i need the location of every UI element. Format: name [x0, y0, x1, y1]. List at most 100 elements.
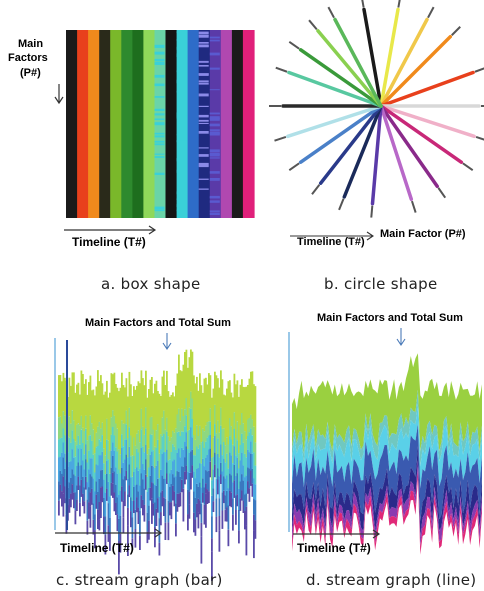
- stream-bar-segment: [214, 436, 216, 453]
- stream-bar-segment: [77, 476, 80, 490]
- factor-ray: [379, 34, 453, 108]
- stream-bar-segment: [190, 349, 192, 392]
- factor-tick: [198, 114, 209, 118]
- stream-bar-segment: [70, 493, 72, 508]
- stream-bar-segment: [223, 476, 225, 491]
- factor-tick: [176, 191, 187, 195]
- stream-bar-segment: [76, 424, 78, 446]
- factor-tick: [209, 117, 220, 121]
- stream-bar-segment: [211, 480, 213, 496]
- stream-bar-segment: [226, 507, 228, 522]
- stream-bar-segment: [124, 476, 126, 492]
- stream-bar-segment: [110, 450, 113, 468]
- stream-bar-segment: [104, 492, 107, 517]
- stream-bar-segment: [107, 440, 110, 460]
- stream-bar-segment: [143, 434, 146, 453]
- stream-bar-segment: [178, 493, 180, 508]
- stream-bar-segment: [68, 461, 71, 483]
- stream-bar-segment: [130, 435, 132, 457]
- stream-bar-segment: [190, 451, 192, 473]
- stream-bar-segment: [199, 482, 201, 500]
- stream-bar-segment: [64, 468, 66, 487]
- stream-bar-segment: [154, 502, 156, 527]
- stream-bar-segment: [205, 457, 207, 471]
- factor-tick: [154, 143, 165, 146]
- box-shape-panel: Main Factors (P#) Timeline (T#) a. box s…: [0, 0, 260, 300]
- stream-bar-segment: [214, 371, 216, 405]
- stream-bar-segment: [170, 484, 173, 503]
- stream-bar-segment: [125, 378, 128, 411]
- stream-bar-segment: [176, 493, 179, 512]
- stream-bar-segment: [91, 440, 93, 459]
- stream-bar-segment: [209, 435, 212, 449]
- stream-bar-segment: [136, 385, 138, 434]
- stream-bar-segment: [163, 434, 165, 453]
- stream-bar-segment: [64, 486, 66, 504]
- stream-bar-segment: [98, 381, 101, 422]
- stream-bar-segment: [202, 392, 204, 429]
- stream-bar-segment: [253, 384, 255, 427]
- stream-bar-segment: [217, 438, 219, 454]
- stream-bar-segment: [239, 498, 242, 511]
- stream-bar-segment: [95, 494, 98, 509]
- stream-bar-segment: [212, 457, 215, 470]
- stream-bar-segment: [233, 412, 236, 429]
- stream-bar-segment: [131, 455, 134, 477]
- stream-bar-segment: [118, 541, 120, 562]
- stream-bar-segment: [121, 468, 123, 487]
- stream-bar-segment: [176, 373, 179, 415]
- factor-tick: [154, 156, 165, 158]
- stream-bar-segment: [64, 415, 66, 436]
- stream-bar-spike: [100, 501, 102, 518]
- ray-end-label-mark: [275, 66, 288, 73]
- factor-tick: [198, 61, 209, 63]
- stream-bar-segment: [227, 529, 230, 547]
- stream-bar-segment: [107, 481, 110, 504]
- factor-tick: [176, 204, 187, 207]
- stream-bar-spike: [122, 517, 125, 533]
- stream-bar-segment: [208, 435, 210, 450]
- stream-bar-segment: [215, 498, 218, 517]
- stream-bar-segment: [113, 471, 116, 493]
- stream-bar-segment: [62, 411, 65, 429]
- stream-bar-segment: [112, 427, 114, 443]
- stream-bar-segment: [127, 457, 129, 479]
- stream-bar-segment: [148, 389, 150, 449]
- stream-bar-segment: [224, 395, 227, 446]
- ray-end-label-mark: [288, 162, 300, 172]
- factor-tick: [154, 118, 165, 120]
- stream-bar-segment: [194, 519, 197, 536]
- stream-bar-segment: [182, 364, 185, 416]
- stream-bar-segment: [137, 491, 140, 508]
- stream-bar-segment: [157, 391, 159, 424]
- stream-bar-segment: [251, 371, 254, 420]
- stream-bar-segment: [221, 510, 224, 529]
- stream-bar-segment: [193, 471, 195, 492]
- stream-bar-segment: [236, 440, 239, 458]
- stream-bar-segment: [227, 381, 230, 445]
- stream-bar-segment: [244, 431, 246, 454]
- stream-bar-segment: [220, 425, 222, 445]
- stream-bar-segment: [106, 380, 108, 419]
- stream-bar-segment: [209, 408, 212, 422]
- stream-bar-segment: [187, 367, 189, 431]
- stream-bar-segment: [233, 446, 236, 465]
- stream-bar-segment: [166, 449, 168, 463]
- stream-bar-segment: [71, 469, 74, 485]
- stream-bar-segment: [172, 430, 174, 445]
- factor-tick: [154, 45, 165, 48]
- stream-bar-segment: [172, 392, 174, 431]
- stream-bar-segment: [58, 417, 60, 440]
- factor-tick: [198, 119, 209, 122]
- stream-bar-segment: [82, 476, 84, 494]
- stream-bar-segment: [115, 384, 117, 424]
- stream-bar-segment: [136, 484, 138, 498]
- stream-bar-segment: [68, 482, 71, 499]
- factor-stripe: [220, 30, 233, 218]
- stream-bar-segment: [122, 385, 125, 424]
- stream-bar-spike: [200, 536, 203, 564]
- stream-bar-segment: [64, 377, 66, 416]
- stream-bar-segment: [124, 491, 126, 507]
- stream-bar-segment: [155, 380, 158, 430]
- stream-bar-segment: [113, 415, 116, 436]
